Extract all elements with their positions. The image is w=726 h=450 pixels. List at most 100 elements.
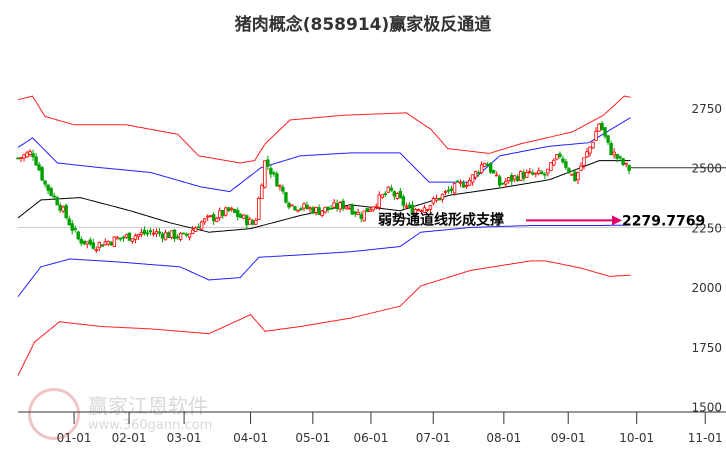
candle-body [528,171,532,173]
candle-body [133,235,138,240]
candle-body [383,193,387,195]
candle-body [305,204,309,209]
candle-body [461,183,466,188]
candle-body [597,123,601,132]
chart-title: 猪肉概念(858914)赢家极反通道 [234,15,492,35]
candle-body [214,217,219,222]
candle-body [106,241,111,245]
candle-body [473,171,478,178]
candle-body [31,153,35,158]
candle-body [380,194,384,198]
candle-body [311,207,315,214]
candle-body [224,207,228,216]
candle-body [347,207,351,210]
candle-body [25,152,29,158]
candle-body [308,207,312,210]
candle-body [76,231,80,240]
candle-body [573,171,577,182]
candle-body [455,180,460,183]
y-tick-label: 1750 [691,341,722,355]
candle-body [88,239,92,245]
candle-body [254,220,258,225]
candle-body [251,220,255,225]
candle-body [302,203,306,209]
candle-body [401,196,406,206]
candle-body [516,176,520,182]
candle-body [434,197,439,201]
candle-body [127,232,132,241]
watermark-name: 赢家江恩软件 [88,394,208,418]
candle-body [172,229,177,240]
candle-body [193,227,198,232]
candle-body [245,215,249,226]
candle-body [52,195,56,198]
candle-body [365,208,369,213]
candle-body [335,203,339,210]
candle-body [239,214,243,218]
candle-body [410,204,415,215]
candle-body [43,180,47,185]
candle-body [561,158,565,163]
candle-body [184,233,189,236]
x-tick-label: 06-01 [354,431,389,445]
candle-body [446,189,451,192]
candle-body [344,205,348,209]
candle-body [537,170,541,174]
candle-body [190,229,195,235]
candle-body [558,153,562,158]
candle-body [329,207,333,210]
candle-body [121,236,126,239]
candle-body [579,165,583,171]
candle-body [139,232,144,235]
candle-body [323,206,327,213]
candle-body [142,229,147,235]
candle-body [606,135,610,143]
candle-body [395,193,400,199]
candle-body [205,215,210,218]
candle-body [431,198,436,204]
candle-body [178,232,183,240]
candle-body [136,233,141,237]
x-tick-label: 09-01 [551,431,586,445]
candle-body [326,206,330,210]
y-tick-label: 2250 [691,221,722,235]
candle-body [55,197,59,206]
candle-body [293,206,297,211]
candle-body [585,151,589,158]
candle-body [296,209,300,212]
y-tick-label: 2500 [691,162,722,176]
x-tick-label: 01-01 [57,431,92,445]
candle-body [233,208,237,213]
candle-body [615,153,619,159]
candle-body [257,198,261,221]
candle-body [359,214,363,219]
candle-body [91,242,95,249]
candle-body [70,223,74,231]
candle-body [278,185,282,188]
candle-body [236,210,240,217]
candle-body [476,172,481,174]
candle-body [449,188,454,191]
candle-body [467,180,472,186]
candle-body [275,173,279,187]
candle-body [428,205,433,210]
candle-body [621,158,625,165]
candle-body [169,230,174,238]
candle-body [64,205,68,219]
x-tick-label: 10-01 [619,431,654,445]
candle-body [187,233,192,238]
candle-body [588,146,592,154]
candle-body [624,162,628,165]
candle-body [317,207,321,215]
candle-body [112,236,117,247]
candle-body [494,174,499,177]
candle-body [16,157,20,160]
candle-body [525,171,529,178]
candle-body [199,221,204,230]
candle-body [543,173,547,176]
candle-body [555,154,559,160]
candle-body [290,204,294,207]
candle-body [425,208,430,211]
candle-body [368,209,372,212]
